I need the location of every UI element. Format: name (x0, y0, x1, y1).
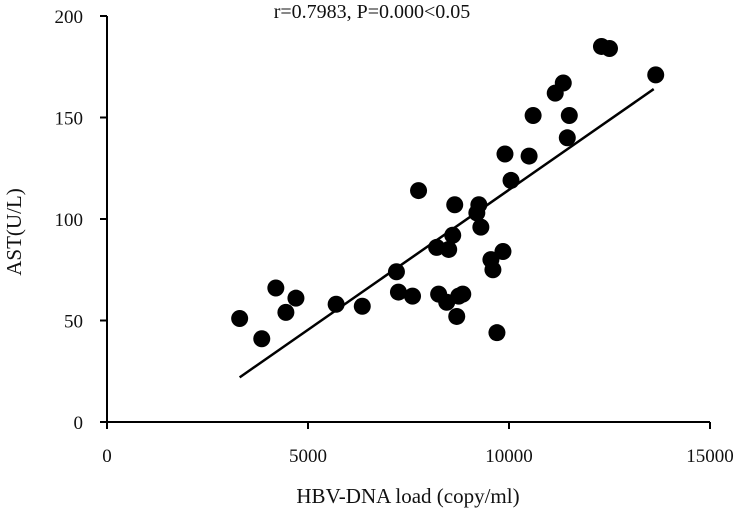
data-point (327, 295, 345, 313)
data-point (404, 287, 422, 305)
data-point (524, 106, 542, 124)
x-tick-label: 15000 (686, 446, 734, 467)
x-axis-title: HBV-DNA load (copy/ml) (296, 484, 519, 508)
data-point (444, 226, 462, 244)
data-point (472, 218, 490, 236)
data-point (446, 196, 464, 214)
y-tick-label: 150 (55, 109, 84, 130)
x-tick-label: 0 (102, 446, 112, 467)
data-point (558, 129, 576, 147)
data-point (494, 242, 512, 260)
data-point (554, 74, 572, 92)
data-point (287, 289, 305, 307)
x-tick-label: 5000 (289, 446, 327, 467)
data-point (488, 324, 506, 342)
y-ticks: 0 50 100 150 200 (55, 7, 107, 434)
data-point (231, 309, 249, 327)
y-tick-label: 0 (74, 413, 84, 434)
data-point (389, 283, 407, 301)
x-ticks: 0 5000 10000 15000 (102, 422, 734, 467)
data-point (496, 145, 514, 163)
y-tick-label: 200 (55, 7, 84, 28)
data-point (277, 303, 295, 321)
axes (106, 16, 710, 423)
data-point (387, 263, 405, 281)
data-point (253, 330, 271, 348)
plot-area (231, 37, 665, 379)
data-point (440, 240, 458, 258)
data-point (647, 66, 665, 84)
y-tick-label: 100 (55, 210, 84, 231)
data-point (267, 279, 285, 297)
data-point (560, 106, 578, 124)
correlation-annotation: r=0.7983, P=0.000<0.05 (274, 1, 471, 23)
data-point (353, 297, 371, 315)
x-tick-label: 10000 (485, 446, 533, 467)
data-point (601, 39, 618, 57)
data-point (484, 261, 502, 279)
y-tick-label: 50 (64, 312, 83, 333)
y-axis-title: AST(U/L) (2, 188, 26, 276)
data-point (410, 182, 428, 200)
data-point (520, 147, 538, 165)
data-point (502, 171, 520, 189)
data-point (448, 307, 466, 325)
data-point (454, 285, 472, 303)
data-point (470, 196, 488, 214)
